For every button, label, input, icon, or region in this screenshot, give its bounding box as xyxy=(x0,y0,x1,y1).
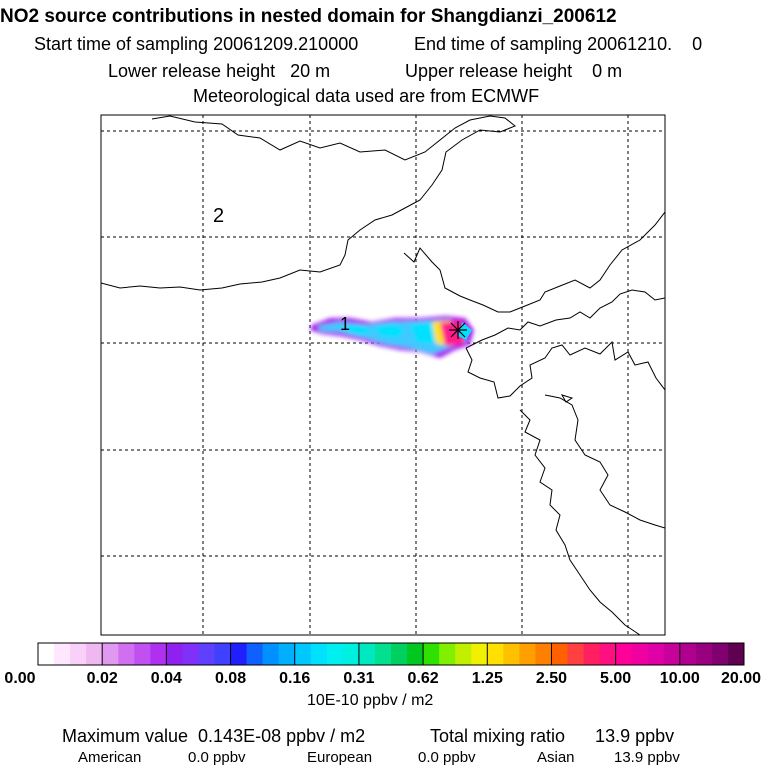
start-time-label: Start time of sampling 20061209.210000 xyxy=(34,34,359,54)
coastline xyxy=(465,340,665,399)
map-title: NO2 source contributions in nested domai… xyxy=(0,6,617,27)
colorbar-swatch xyxy=(519,643,536,665)
colorbar-swatch xyxy=(374,643,392,665)
colorbar-swatch xyxy=(166,643,183,665)
colorbar-swatch xyxy=(455,643,472,665)
end-time-label: End time of sampling 20061210. 0 xyxy=(414,34,703,54)
colorbar-swatch xyxy=(647,643,665,665)
region-label: 2 xyxy=(213,205,224,227)
border-line xyxy=(101,115,516,291)
colorbar-swatch xyxy=(583,643,600,665)
european-value: 0.0 ppbv xyxy=(418,749,476,766)
colorbar-swatch xyxy=(471,643,488,665)
colorbar-swatch xyxy=(230,643,247,665)
island xyxy=(560,394,574,403)
colorbar-swatch xyxy=(358,643,376,665)
colorbar-swatch xyxy=(727,643,745,665)
coastline xyxy=(519,409,641,635)
upper-height-label: Upper release height 0 m xyxy=(405,61,623,81)
colorbar-swatch xyxy=(631,643,649,665)
colorbar-swatch xyxy=(150,643,167,665)
asian-value: 13.9 ppbv xyxy=(614,749,680,766)
coastline xyxy=(544,394,665,529)
region-label: 1 xyxy=(340,314,350,334)
colorbar-swatch xyxy=(342,643,360,665)
colorbar-swatch xyxy=(487,643,504,665)
colorbar-swatch xyxy=(70,643,87,665)
colorbar-swatch xyxy=(118,643,135,665)
colorbar-swatch xyxy=(615,643,633,665)
colorbar-swatch xyxy=(134,643,151,665)
colorbar-swatch xyxy=(246,643,264,665)
colorbar-swatch xyxy=(503,643,520,665)
colorbar-swatch xyxy=(423,643,440,665)
colorbar-tick-label: 0.08 xyxy=(214,670,247,687)
european-label: European xyxy=(307,749,373,766)
colorbar-tick-label: 10.00 xyxy=(659,670,700,687)
boundary-lines xyxy=(101,115,665,635)
colorbar-tick-label: 20.00 xyxy=(720,670,762,687)
colorbar-tick-label: 0.16 xyxy=(279,670,311,687)
colorbar-tick-label: 0.02 xyxy=(86,670,118,687)
colorbar-swatch xyxy=(278,643,296,665)
american-label: American xyxy=(78,749,142,766)
total-mixing-ratio-label: Total mixing ratio 13.9 ppbv xyxy=(430,726,675,746)
colorbar-tick-label: 1.25 xyxy=(471,670,503,687)
map-frame xyxy=(100,114,666,636)
colorbar-swatch xyxy=(695,643,713,665)
met-data-label: Meteorological data used are from ECMWF xyxy=(193,86,540,106)
colorbar-swatch xyxy=(391,643,408,665)
colorbar-swatch xyxy=(663,643,681,665)
colorbar-swatch xyxy=(439,643,456,665)
colorbar-swatch xyxy=(214,643,231,665)
colorbar-swatch xyxy=(326,643,344,665)
colorbar-swatch xyxy=(407,643,424,665)
asian-label: Asian xyxy=(537,749,575,766)
colorbar-swatch xyxy=(54,643,71,665)
plume-patch xyxy=(410,322,440,344)
coastline xyxy=(465,289,665,349)
concentration-plume xyxy=(310,316,474,358)
colorbar-tick-label: 2.50 xyxy=(535,670,568,687)
colorbar-swatch xyxy=(86,643,103,665)
max-value-label: Maximum value 0.143E-08 ppbv / m2 xyxy=(62,726,366,746)
colorbar-swatch xyxy=(535,643,552,665)
plume-patch xyxy=(345,325,372,335)
colorbar-unit-label: 10E-10 ppbv / m2 xyxy=(307,692,434,709)
lower-height-label: Lower release height 20 m xyxy=(108,61,331,81)
colorbar-tick-label: 0.62 xyxy=(407,670,439,687)
coastline xyxy=(403,211,665,313)
colorbar-tick-label: 0.00 xyxy=(4,670,36,687)
colorbar-swatch xyxy=(262,643,280,665)
station-marker-icon xyxy=(449,321,467,339)
colorbar-swatch xyxy=(310,643,328,665)
colorbar-swatch xyxy=(38,643,55,665)
american-value: 0.0 ppbv xyxy=(188,749,246,766)
colorbar-tick-label: 0.31 xyxy=(343,670,375,687)
colorbar xyxy=(37,642,745,666)
colorbar-swatch xyxy=(599,643,617,665)
colorbar-swatch xyxy=(551,643,568,665)
colorbar-frame xyxy=(37,642,745,666)
colorbar-swatch xyxy=(711,643,729,665)
colorbar-swatch xyxy=(567,643,584,665)
colorbar-swatch xyxy=(182,643,199,665)
colorbar-tick-label: 0.04 xyxy=(150,670,182,687)
colorbar-swatch xyxy=(294,643,312,665)
colorbar-swatch xyxy=(679,643,697,665)
colorbar-tick-label: 5.00 xyxy=(600,670,632,687)
plume-patch xyxy=(375,324,405,338)
colorbar-swatch xyxy=(198,643,215,665)
colorbar-swatch xyxy=(102,643,119,665)
